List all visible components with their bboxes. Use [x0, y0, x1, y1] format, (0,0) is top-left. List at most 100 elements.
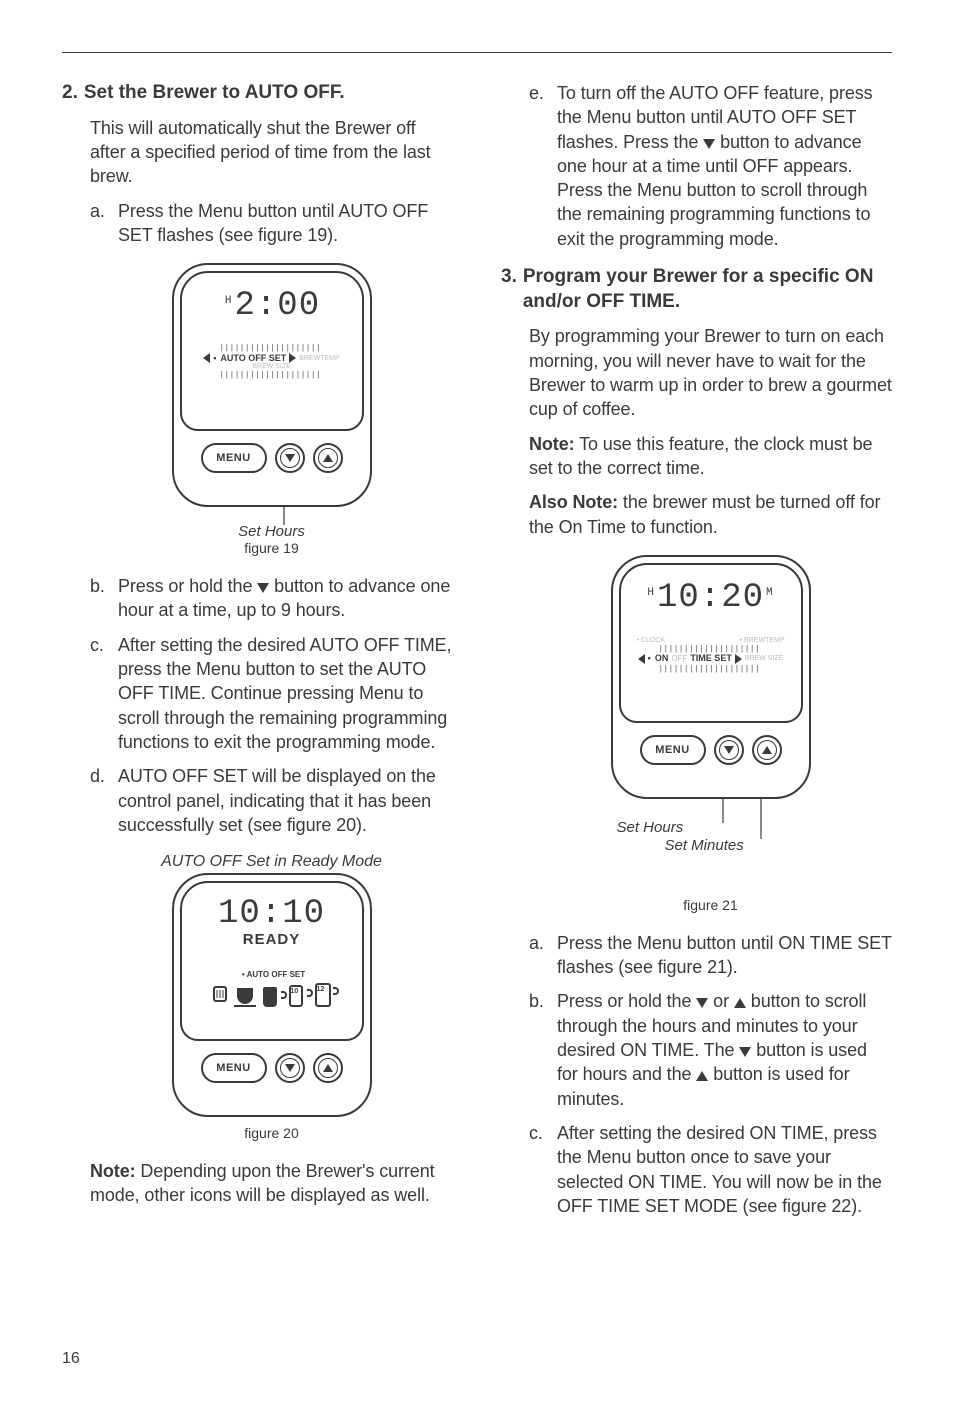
item-a: a. Press the Menu button until ON TIME S… [529, 931, 892, 980]
letter: e. [529, 81, 547, 251]
right-column: e. To turn off the AUTO OFF feature, pre… [501, 81, 892, 1228]
figure-label: figure 21 [529, 897, 892, 913]
off-faded: OFF [671, 655, 687, 663]
item-a-text: Press the Menu button until AUTO OFF SET… [118, 199, 453, 248]
callout-svg [172, 503, 372, 541]
section-title: Set the Brewer to AUTO OFF. [84, 81, 345, 106]
item-d-text: AUTO OFF SET will be displayed on the co… [118, 764, 453, 837]
triangle-up-icon [762, 746, 772, 754]
brewsize-faded: BREW SIZE [745, 655, 784, 662]
on-label: ON [655, 654, 669, 663]
item-c: c. After setting the desired ON TIME, pr… [529, 1121, 892, 1218]
cup-icon-small [237, 988, 255, 1007]
triangle-down-icon [285, 1064, 295, 1072]
device-panel: H10:20M • CLOCK • BREWTEMP |||||||||||||… [611, 555, 811, 799]
item-e-text: To turn off the AUTO OFF feature, press … [557, 81, 892, 251]
letter: d. [90, 764, 108, 837]
chevron-left-icon [203, 353, 210, 363]
section-3-body: By programming your Brewer to turn on ea… [501, 324, 892, 1218]
chevron-right-icon [289, 353, 296, 363]
item-a: a. Press the Menu button until AUTO OFF … [90, 199, 453, 248]
brewtemp-faded: • BREWTEMP [740, 637, 785, 644]
item-a-text: Press the Menu button until ON TIME SET … [557, 931, 892, 980]
m-indicator: M [766, 587, 774, 599]
triangle-down-icon [285, 454, 295, 462]
time-display: H2:00 [192, 287, 352, 325]
down-button[interactable] [275, 443, 305, 473]
device-outer: H10:20M • CLOCK • BREWTEMP |||||||||||||… [611, 555, 811, 799]
cup-icon-row: 10 12 [192, 983, 352, 1007]
up-button[interactable] [313, 443, 343, 473]
button-row: MENU [180, 1053, 364, 1083]
device-screen: 10:10 READY • AUTO OFF SET 10 [180, 881, 364, 1041]
device-outer: 10:10 READY • AUTO OFF SET 10 [172, 873, 372, 1117]
time-value: 2:00 [234, 287, 320, 325]
device-screen: H10:20M • CLOCK • BREWTEMP |||||||||||||… [619, 563, 803, 723]
time-value: 10:10 [218, 895, 325, 933]
triangle-down-icon [703, 139, 715, 149]
time-display: H10:20M [631, 579, 791, 617]
section-3-heading: 3. Program your Brewer for a specific ON… [501, 265, 892, 314]
down-button[interactable] [714, 735, 744, 765]
menu-button[interactable]: MENU [640, 735, 706, 765]
item-c: c. After setting the desired AUTO OFF TI… [90, 633, 453, 754]
triangle-down-icon [739, 1047, 751, 1057]
set-hours: Set Hours [617, 819, 684, 836]
section-title: Program your Brewer for a specific ON an… [523, 265, 892, 314]
letter: a. [90, 199, 108, 248]
triangle-down-icon [724, 746, 734, 754]
clock-faded: • CLOCK [637, 637, 666, 644]
left-column: 2. Set the Brewer to AUTO OFF. This will… [62, 81, 453, 1228]
menu-button[interactable]: MENU [201, 443, 267, 473]
ready-label: READY [192, 931, 352, 948]
triangle-up-icon [323, 454, 333, 462]
item-d: d. AUTO OFF SET will be displayed on the… [90, 764, 453, 837]
device-panel: 10:10 READY • AUTO OFF SET 10 [172, 873, 372, 1117]
section-2-intro: This will automatically shut the Brewer … [90, 116, 453, 189]
section-2-list-cont: b. Press or hold the button to advance o… [90, 574, 453, 837]
section-number: 3. [501, 265, 517, 314]
cup-icon-large: 10 [289, 985, 307, 1007]
time-value: 10:20 [657, 579, 764, 617]
section-2-cont: e. To turn off the AUTO OFF feature, pre… [501, 81, 892, 251]
device-outer: H2:00 |||||||||||||||||||| • AUTO OFF SE… [172, 263, 372, 507]
note-1: Note: To use this feature, the clock mus… [529, 432, 892, 481]
figure-19-device: H2:00 |||||||||||||||||||| • AUTO OFF SE… [172, 263, 372, 541]
menu-button[interactable]: MENU [201, 1053, 267, 1083]
section-2-heading: 2. Set the Brewer to AUTO OFF. [62, 81, 453, 106]
ticks-top: |||||||||||||||||||| [631, 646, 791, 652]
letter: c. [529, 1121, 547, 1218]
ticks-top: |||||||||||||||||||| [192, 345, 352, 351]
figure-label: figure 19 [90, 540, 453, 556]
item-c-text: After setting the desired ON TIME, press… [557, 1121, 892, 1218]
columns: 2. Set the Brewer to AUTO OFF. This will… [62, 81, 892, 1228]
dial: |||||||||||||||||||| • AUTO OFF SET BREW… [192, 345, 352, 378]
triangle-up-icon [323, 1064, 333, 1072]
brewsize-faded: BREW SIZE [252, 363, 291, 370]
button-row: MENU [619, 735, 803, 765]
triangle-up-icon [696, 1071, 708, 1081]
section-2-body: This will automatically shut the Brewer … [62, 116, 453, 1208]
triangle-up-icon [734, 998, 746, 1008]
h-indicator: H [225, 295, 233, 307]
letter: a. [529, 931, 547, 980]
dial-row: • AUTO OFF SET BREWTEMP [192, 353, 352, 363]
cup-icon-medium [263, 987, 281, 1007]
dial-main: AUTO OFF SET [220, 354, 286, 363]
letter: b. [90, 574, 108, 623]
down-button[interactable] [275, 1053, 305, 1083]
up-button[interactable] [752, 735, 782, 765]
device-screen: H2:00 |||||||||||||||||||| • AUTO OFF SE… [180, 271, 364, 431]
figure-20: AUTO OFF Set in Ready Mode 10:10 READY •… [90, 853, 453, 1141]
triangle-down-icon [257, 583, 269, 593]
dial: • CLOCK • BREWTEMP |||||||||||||||||||| … [631, 637, 791, 672]
cup-icon-xl: 12 [315, 983, 333, 1007]
cup-icon-iced [211, 986, 229, 1007]
item-e: e. To turn off the AUTO OFF feature, pre… [529, 81, 892, 251]
up-button[interactable] [313, 1053, 343, 1083]
h-indicator: H [647, 587, 655, 599]
letter: b. [529, 989, 547, 1110]
button-row: MENU [180, 443, 364, 473]
chevron-right-icon [735, 654, 742, 664]
figure-20-header: AUTO OFF Set in Ready Mode [90, 853, 453, 871]
